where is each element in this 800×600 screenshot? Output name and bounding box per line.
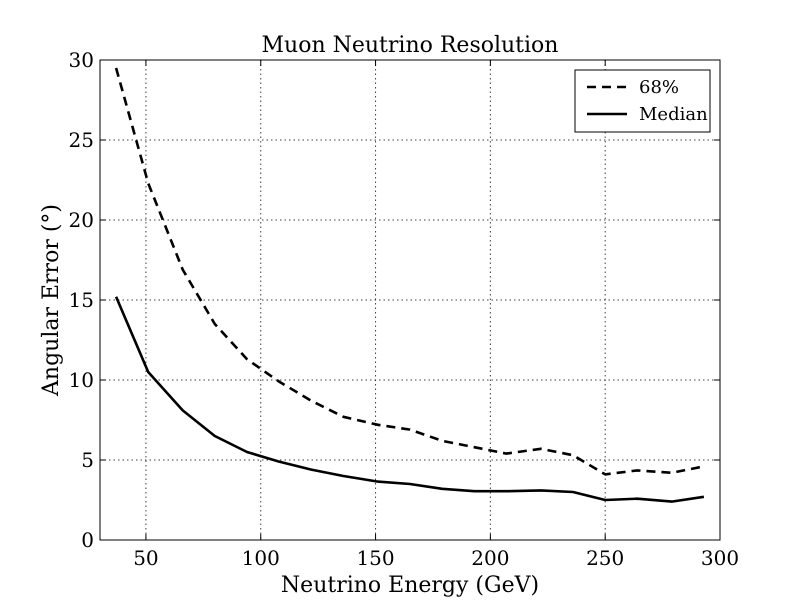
series-layer <box>114 67 705 503</box>
axis-ticks: 50 100 150 200 250 300 0 5 10 15 20 25 30 <box>69 48 740 570</box>
y-tick-label: 0 <box>81 528 94 552</box>
y-tick-label: 10 <box>69 368 94 392</box>
y-tick-label: 20 <box>69 208 94 232</box>
x-tick-label: 150 <box>356 546 394 570</box>
legend: 68% Median <box>574 69 711 133</box>
y-tick-label: 25 <box>69 128 94 152</box>
y-axis-label: Angular Error (°) <box>39 204 64 397</box>
legend-box <box>574 69 711 133</box>
x-axis-label: Neutrino Energy (GeV) <box>281 573 539 598</box>
grid <box>100 60 720 540</box>
y-tick-label: 30 <box>69 48 94 72</box>
x-tick-label: 300 <box>701 546 739 570</box>
y-tick-label: 5 <box>81 448 94 472</box>
chart-title: Muon Neutrino Resolution <box>262 33 559 58</box>
x-tick-label: 50 <box>133 546 158 570</box>
plot-frame <box>99 59 721 541</box>
series-line-68 <box>114 67 705 476</box>
x-tick-label: 100 <box>242 546 280 570</box>
series-line-median <box>114 296 705 503</box>
y-tick-label: 15 <box>69 288 94 312</box>
x-tick-label: 250 <box>586 546 624 570</box>
x-tick-label: 200 <box>471 546 509 570</box>
legend-label: 68% <box>639 77 679 98</box>
legend-label: Median <box>639 104 708 125</box>
